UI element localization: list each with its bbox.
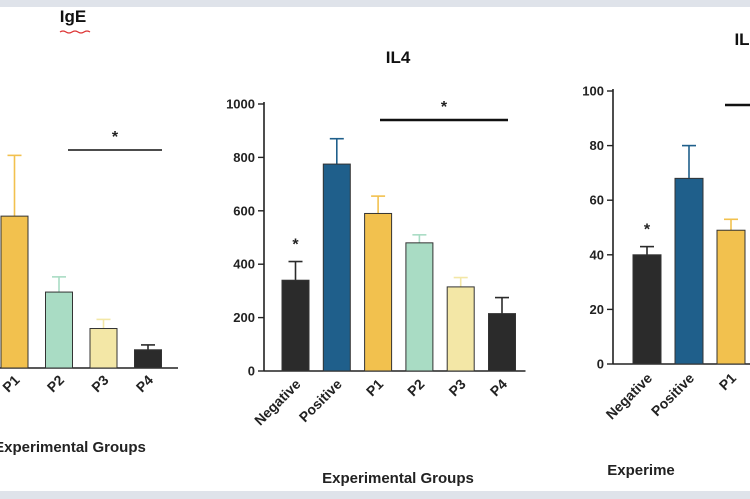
chart-1: IgE P1 P2 P3 P4 Experimental Groups * xyxy=(0,7,178,456)
x-tick-label: P2 xyxy=(404,376,428,400)
bar-p3 xyxy=(89,328,118,369)
bar-p4 xyxy=(134,349,162,369)
x-tick-label: P3 xyxy=(445,376,469,400)
bar-negative xyxy=(632,254,662,365)
x-axis-label: Experime xyxy=(607,462,675,479)
y-tick-label: 80 xyxy=(590,138,604,153)
y-tick-label: 100 xyxy=(582,84,604,99)
bar-positive xyxy=(674,177,704,365)
bar-p1 xyxy=(716,229,746,365)
y-tick-label: 0 xyxy=(597,357,604,372)
bar-p4 xyxy=(488,313,516,372)
significance-star: * xyxy=(441,99,448,116)
bar-p1 xyxy=(0,215,29,369)
y-tick-label: 600 xyxy=(233,203,255,218)
y-tick-label: 0 xyxy=(248,364,255,379)
x-tick-label: Positive xyxy=(296,376,345,425)
x-tick-label: P4 xyxy=(133,372,157,396)
chart-title: IL xyxy=(734,30,749,49)
bar-p1 xyxy=(364,212,393,372)
bar-p2 xyxy=(45,291,73,369)
x-axis-label: Experimental Groups xyxy=(0,439,146,456)
x-axis-label: Experimental Groups xyxy=(322,470,474,487)
x-tick-label: P1 xyxy=(363,376,387,400)
x-tick-label: P3 xyxy=(88,372,112,396)
y-tick-label: 40 xyxy=(590,247,604,262)
x-tick-label: Negative xyxy=(251,376,304,429)
x-tick-label: P1 xyxy=(0,372,23,396)
bar-significance-star: * xyxy=(644,222,651,239)
figure-panel: IgE P1 P2 P3 P4 Experimental Groups * IL4 0 200 40… xyxy=(0,7,750,491)
title-underline xyxy=(59,30,91,34)
bar-p3 xyxy=(446,286,475,372)
bar-p2 xyxy=(405,242,434,372)
x-tick-label: Negative xyxy=(603,370,656,423)
chart-title: IgE xyxy=(60,7,86,26)
y-tick-label: 20 xyxy=(590,302,604,317)
x-tick-label: P2 xyxy=(44,372,68,396)
x-tick-label: P1 xyxy=(716,370,740,394)
chart-title: IL4 xyxy=(386,48,411,67)
bar-significance-star: * xyxy=(292,237,299,254)
x-tick-label: Positive xyxy=(648,370,697,419)
y-tick-label: 1000 xyxy=(226,97,255,112)
bar-negative xyxy=(281,279,310,372)
x-tick-label: P4 xyxy=(487,376,511,400)
y-tick-label: 400 xyxy=(233,257,255,272)
significance-star: * xyxy=(112,129,119,146)
y-tick-label: 800 xyxy=(233,150,255,165)
y-tick-label: 200 xyxy=(233,310,255,325)
y-tick-label: 60 xyxy=(590,193,604,208)
bar-positive xyxy=(322,163,351,372)
